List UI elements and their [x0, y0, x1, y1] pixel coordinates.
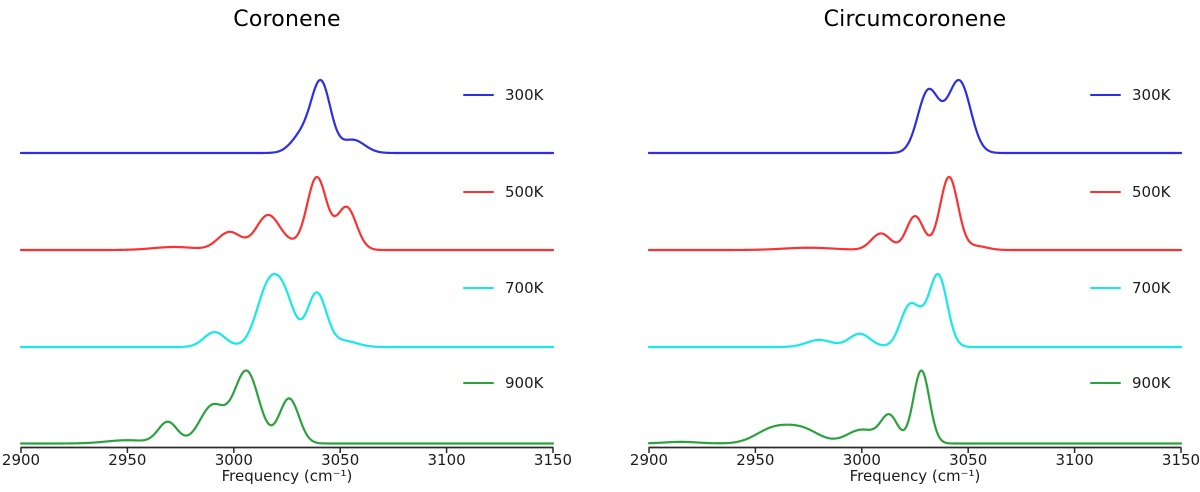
x-tick-label-3150: 3150 [533, 451, 573, 469]
spectrum-curve-coronene-300k [19, 78, 555, 155]
x-tick-label-3100: 3100 [1055, 451, 1094, 469]
legend-item-circumcoronene-700k: 700K [1090, 279, 1170, 297]
x-tick-label-3000: 3000 [214, 451, 253, 469]
legend-line-coronene-500k [463, 190, 494, 194]
legend-item-coronene-300k: 300K [463, 86, 543, 104]
legend-label-coronene-700k: 700K [505, 279, 544, 297]
spectrum-curve-circumcoronene-500k [647, 175, 1183, 252]
x-tick-label-3000: 3000 [842, 451, 881, 469]
panel-title-circumcoronene: Circumcoronene [823, 7, 1007, 32]
legend-item-circumcoronene-500k: 500K [1090, 183, 1170, 201]
x-tick-label-2900: 2900 [1, 451, 41, 469]
spectrum-curve-coronene-500k [19, 175, 555, 252]
x-tick-label-2950: 2950 [736, 451, 775, 469]
legend-line-circumcoronene-300k [1090, 93, 1121, 97]
legend-line-coronene-900k [463, 381, 494, 385]
legend-item-coronene-900k: 900K [463, 374, 543, 392]
legend-item-coronene-700k: 700K [463, 279, 543, 297]
legend-item-circumcoronene-300k: 300K [1090, 86, 1170, 104]
legend-item-circumcoronene-900k: 900K [1090, 374, 1170, 392]
legend-line-coronene-700k [463, 286, 494, 290]
x-tick-label-2950: 2950 [108, 451, 147, 469]
x-tick-label-3050: 3050 [949, 451, 988, 469]
legend-label-coronene-300k: 300K [505, 86, 544, 104]
x-tick-label-2900: 2900 [629, 451, 669, 469]
legend-label-circumcoronene-700k: 700K [1132, 279, 1171, 297]
x-tick-label-3150: 3150 [1161, 451, 1200, 469]
legend-line-circumcoronene-700k [1090, 286, 1121, 290]
legend-item-coronene-500k: 500K [463, 183, 543, 201]
x-axis-label-coronene: Frequency (cm⁻¹) [221, 467, 353, 485]
x-tick-label-3100: 3100 [427, 451, 466, 469]
legend-label-circumcoronene-300k: 300K [1132, 86, 1171, 104]
x-axis-label-circumcoronene: Frequency (cm⁻¹) [849, 467, 981, 485]
legend-line-circumcoronene-500k [1090, 190, 1121, 194]
spectrum-curve-circumcoronene-900k [647, 369, 1183, 445]
x-tick-label-3050: 3050 [321, 451, 360, 469]
legend-line-coronene-300k [463, 93, 494, 97]
legend-label-coronene-500k: 500K [505, 183, 544, 201]
legend-line-circumcoronene-900k [1090, 381, 1121, 385]
spectrum-curve-coronene-700k [19, 272, 555, 349]
legend-label-coronene-900k: 900K [505, 374, 544, 392]
spectrum-curve-coronene-900k [19, 369, 555, 445]
legend-label-circumcoronene-500k: 500K [1132, 183, 1171, 201]
spectrum-curve-circumcoronene-700k [647, 272, 1183, 349]
spectrum-curve-circumcoronene-300k [647, 78, 1183, 155]
panel-title-coronene: Coronene [233, 7, 341, 32]
legend-label-circumcoronene-900k: 900K [1132, 374, 1171, 392]
